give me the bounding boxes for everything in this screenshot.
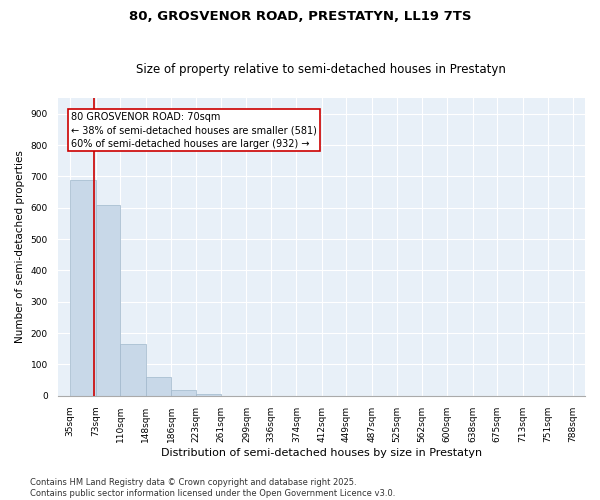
- Text: 80, GROSVENOR ROAD, PRESTATYN, LL19 7TS: 80, GROSVENOR ROAD, PRESTATYN, LL19 7TS: [129, 10, 471, 23]
- Y-axis label: Number of semi-detached properties: Number of semi-detached properties: [15, 150, 25, 344]
- Bar: [171, 390, 196, 396]
- Title: Size of property relative to semi-detached houses in Prestatyn: Size of property relative to semi-detach…: [136, 63, 506, 76]
- Bar: [146, 377, 171, 396]
- Bar: [196, 394, 221, 396]
- Text: 80 GROSVENOR ROAD: 70sqm
← 38% of semi-detached houses are smaller (581)
60% of : 80 GROSVENOR ROAD: 70sqm ← 38% of semi-d…: [71, 112, 317, 148]
- Bar: [95, 204, 120, 396]
- Bar: [120, 344, 146, 396]
- Text: Contains HM Land Registry data © Crown copyright and database right 2025.
Contai: Contains HM Land Registry data © Crown c…: [30, 478, 395, 498]
- Bar: [70, 180, 95, 396]
- X-axis label: Distribution of semi-detached houses by size in Prestatyn: Distribution of semi-detached houses by …: [161, 448, 482, 458]
